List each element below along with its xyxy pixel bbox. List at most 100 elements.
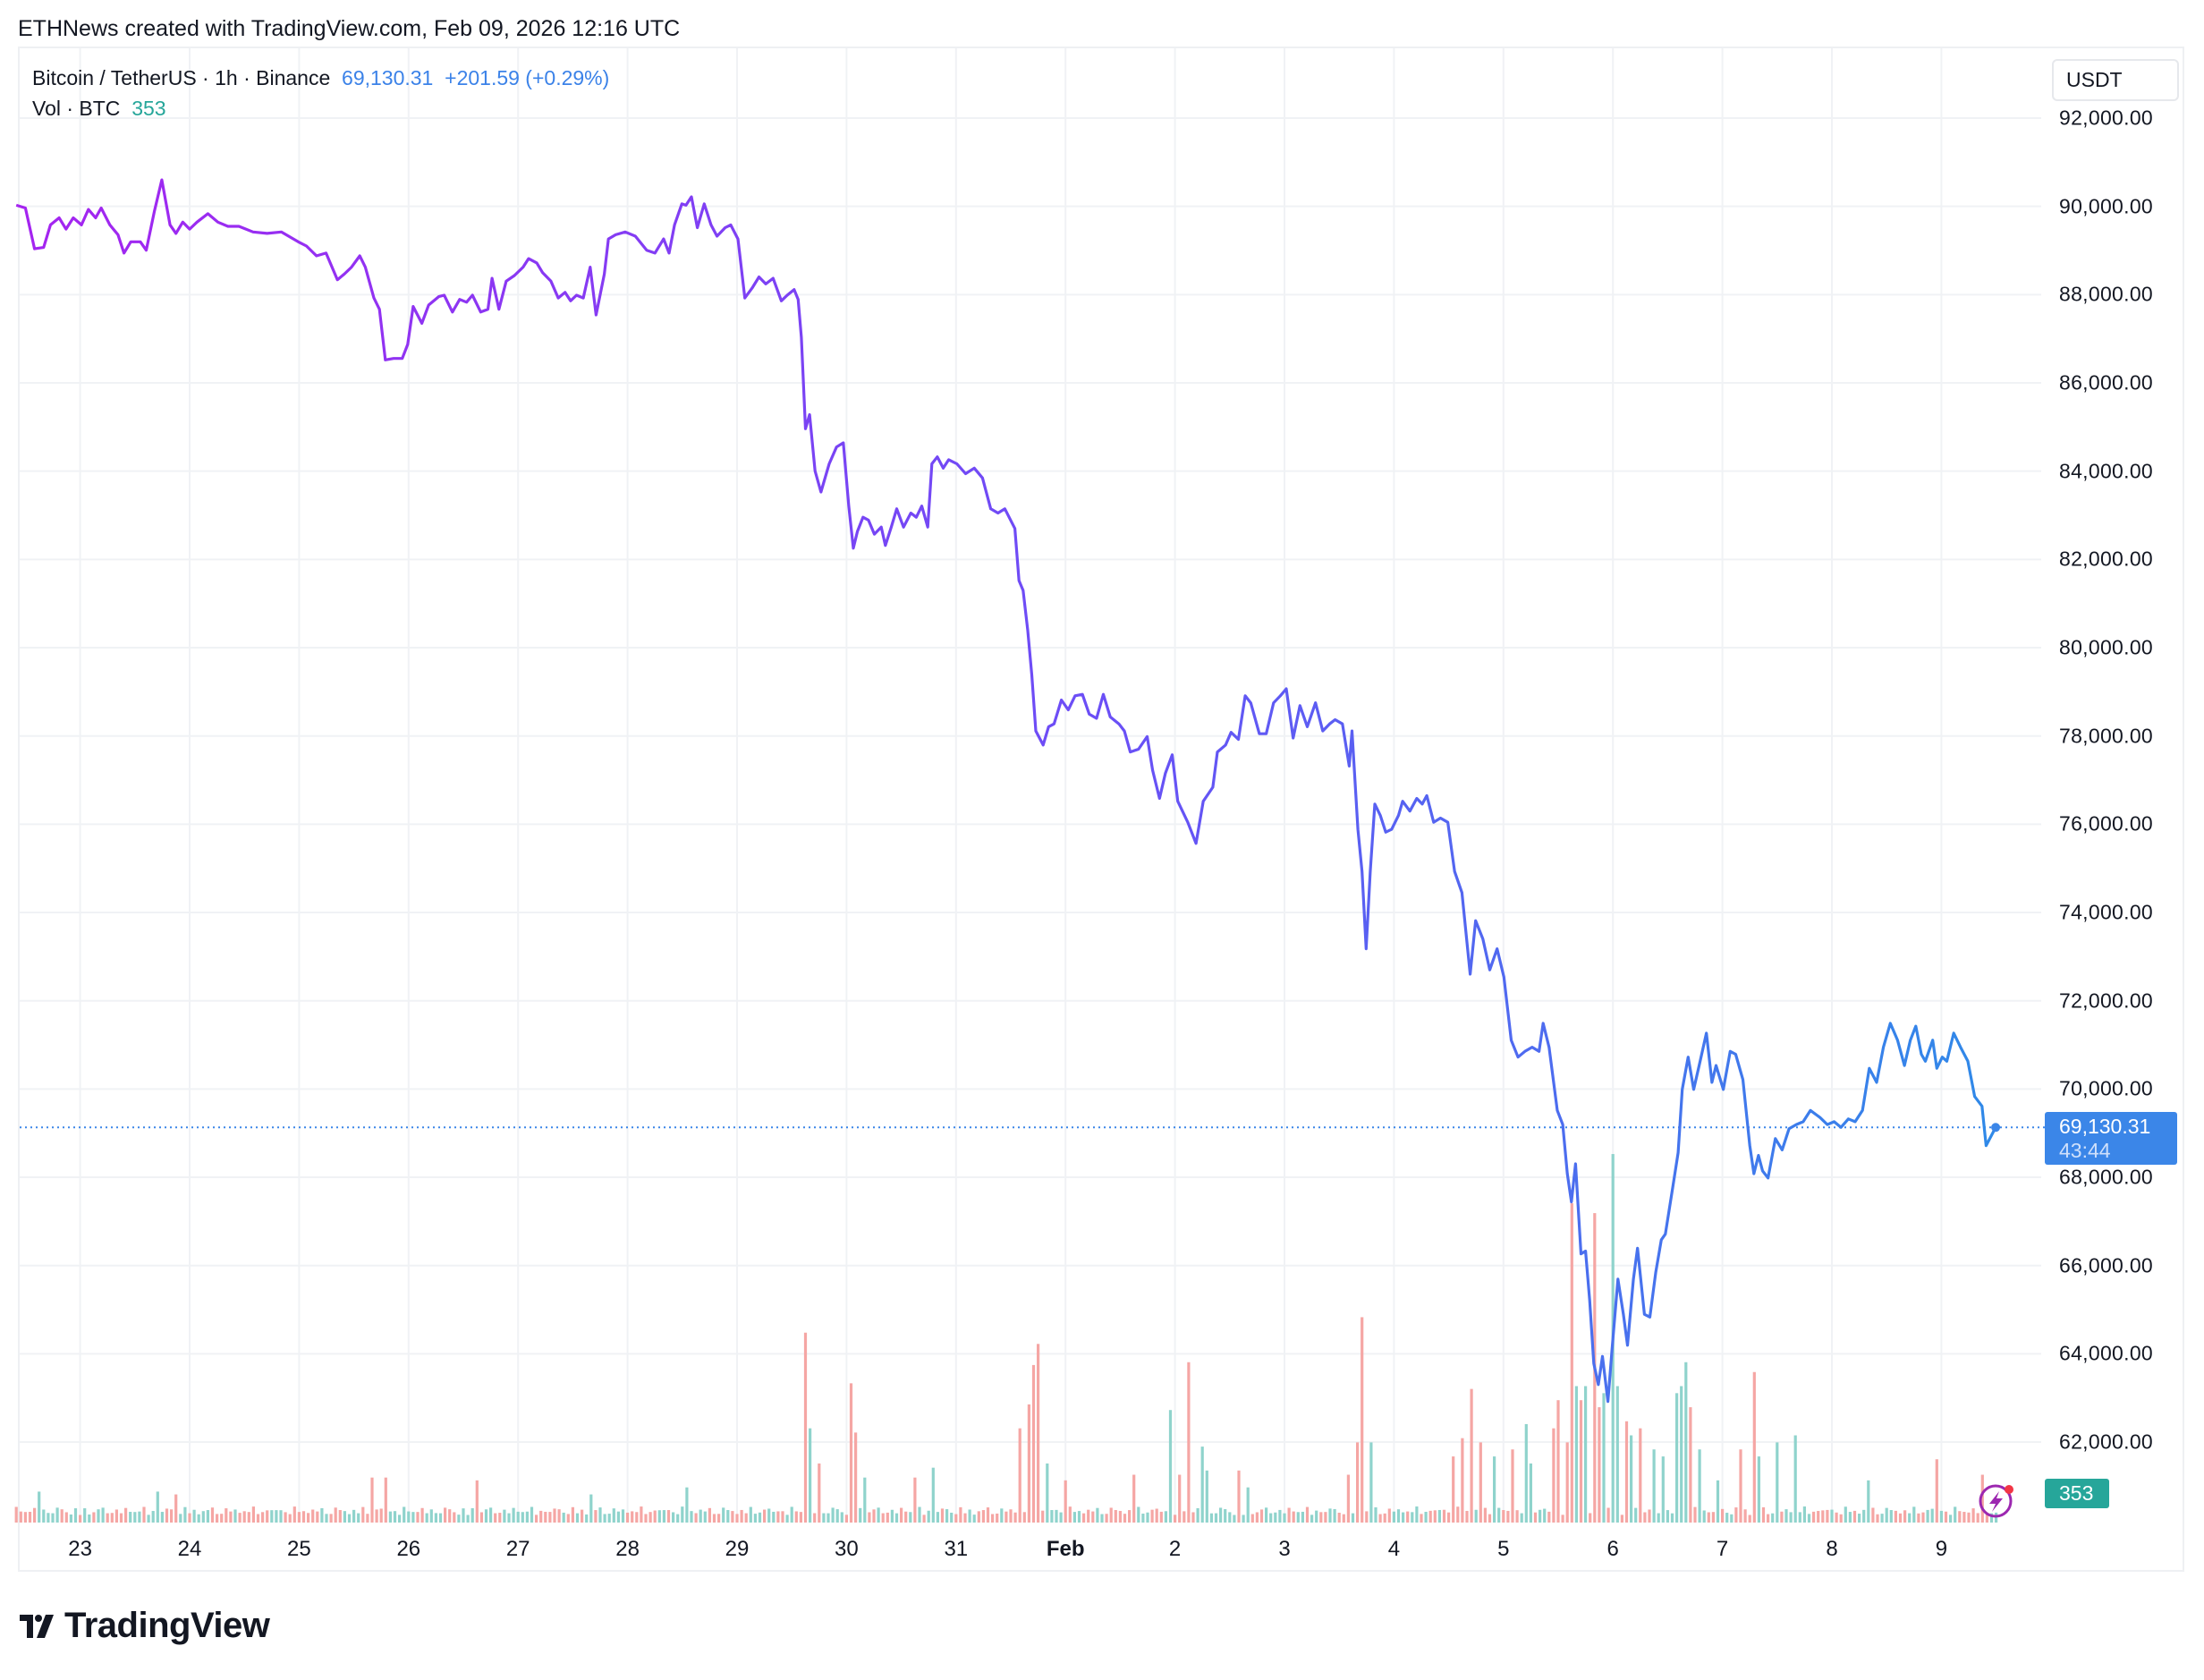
volume-bar [1954, 1506, 1957, 1523]
volume-bar [73, 1508, 78, 1523]
volume-bar [1812, 1511, 1816, 1523]
volume-bar [379, 1508, 383, 1523]
volume-bar [1406, 1511, 1410, 1523]
volume-bar [411, 1512, 415, 1523]
volume-bar [1428, 1510, 1432, 1523]
volume-bar [1278, 1509, 1282, 1523]
volume-bar [434, 1513, 437, 1523]
volume-bar [79, 1515, 82, 1523]
volume-bar [631, 1511, 634, 1523]
volume-bar [904, 1511, 908, 1523]
volume-bar [544, 1511, 547, 1523]
volume-bar [1520, 1513, 1523, 1523]
volume-bar [1365, 1511, 1369, 1523]
volume-bar [188, 1513, 191, 1523]
volume-bar [320, 1507, 324, 1523]
volume-bar [361, 1506, 365, 1523]
volume-legend[interactable]: Vol · BTC 353 [32, 97, 166, 121]
volume-bar [1606, 1507, 1610, 1523]
volume-bar [338, 1510, 342, 1523]
volume-bar [1748, 1515, 1751, 1523]
volume-bar [1885, 1507, 1888, 1523]
volume-bar [388, 1511, 392, 1523]
volume-bar [1191, 1512, 1195, 1523]
volume-bar [507, 1513, 511, 1523]
volume-bar [1452, 1456, 1455, 1523]
volume-bar [114, 1509, 118, 1523]
volume-bar [840, 1512, 843, 1523]
volume-bar [1707, 1512, 1710, 1523]
volume-bar [1894, 1510, 1897, 1523]
last-price-label: 69,130.31 43:44 [2045, 1112, 2177, 1165]
volume-bar [1734, 1507, 1738, 1523]
price-tick-label: 86,000.00 [2059, 370, 2154, 395]
volume-bar [183, 1506, 187, 1523]
volume-bar [64, 1512, 68, 1523]
volume-label: Vol · BTC [32, 97, 121, 120]
volume-bar [216, 1514, 219, 1523]
volume-bar [981, 1510, 985, 1523]
volume-bar [484, 1509, 488, 1523]
volume-bar [950, 1512, 954, 1523]
volume-bar [826, 1513, 830, 1523]
volume-bar [1639, 1428, 1642, 1523]
time-tick-label: Feb [1046, 1537, 1085, 1561]
volume-bar [275, 1510, 278, 1523]
volume-bar [88, 1514, 91, 1523]
price-tick-label: 84,000.00 [2059, 459, 2154, 483]
volume-bar [918, 1506, 921, 1523]
volume-bar [1265, 1507, 1268, 1523]
volume-bar [1598, 1407, 1601, 1523]
tradingview-logo-icon [20, 1614, 54, 1638]
price-tick-label: 76,000.00 [2059, 811, 2154, 836]
volume-bar [101, 1507, 105, 1523]
time-tick-label: 29 [725, 1537, 750, 1561]
volume-bar [1962, 1512, 1966, 1523]
volume-bar [1174, 1515, 1177, 1523]
volume-bar [416, 1512, 420, 1523]
volume-bar [97, 1509, 100, 1523]
volume-bar [1917, 1513, 1920, 1523]
volume-bar [703, 1511, 707, 1523]
volume-bar [1821, 1510, 1825, 1523]
symbol-legend[interactable]: Bitcoin / TetherUS · 1h · Binance 69,130… [32, 66, 609, 90]
volume-bar [712, 1514, 716, 1523]
time-tick-label: 25 [287, 1537, 311, 1561]
volume-bar [393, 1511, 397, 1523]
volume-bar [19, 1511, 22, 1523]
volume-bar [1771, 1513, 1775, 1523]
volume-bar [525, 1511, 529, 1523]
volume-bar [1652, 1449, 1656, 1523]
time-tick-label: 6 [1606, 1537, 1619, 1561]
volume-bar [1155, 1508, 1158, 1523]
volume-bar [343, 1511, 346, 1523]
volume-bar [1059, 1512, 1063, 1523]
volume-bar [1091, 1511, 1095, 1523]
volume-bar [1214, 1513, 1218, 1523]
volume-bar [991, 1514, 995, 1523]
volume-bar [1087, 1509, 1090, 1523]
volume-bar [662, 1510, 665, 1523]
volume-bar [448, 1509, 452, 1523]
volume-bar [1219, 1507, 1223, 1523]
volume-bar [1105, 1514, 1108, 1523]
price-tick-label: 66,000.00 [2059, 1253, 2154, 1277]
lightning-icon[interactable] [1979, 1484, 2013, 1518]
currency-button[interactable]: USDT [2052, 59, 2179, 101]
volume-bar [1369, 1442, 1373, 1523]
volume-bar [1634, 1507, 1638, 1523]
time-tick-label: 8 [1826, 1537, 1838, 1561]
volume-bar [607, 1514, 611, 1523]
volume-bar [1164, 1511, 1167, 1523]
volume-bar [457, 1515, 461, 1523]
tradingview-logo[interactable]: TradingView [20, 1606, 270, 1646]
volume-bar [1802, 1506, 1806, 1523]
time-tick-label: 27 [505, 1537, 530, 1561]
volume-bar [503, 1509, 506, 1523]
volume-bar [794, 1511, 798, 1523]
volume-bar [279, 1510, 283, 1523]
volume-bar [1533, 1512, 1538, 1523]
volume-bar [1114, 1510, 1117, 1523]
volume-bar [1100, 1514, 1104, 1523]
